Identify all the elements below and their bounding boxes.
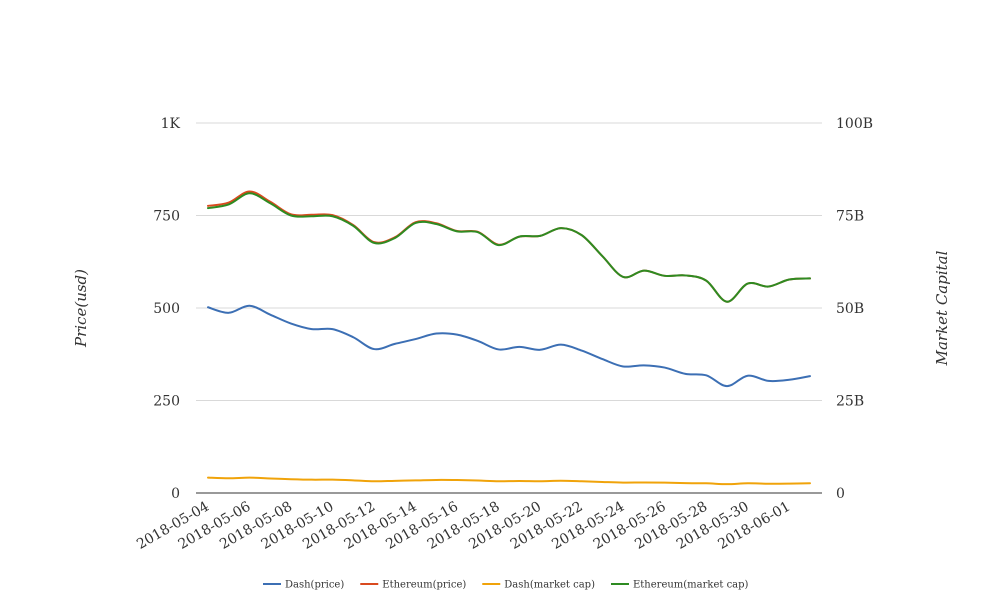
- legend-label: Dash(market cap): [504, 580, 595, 591]
- y-axis-left-title: Price(usd): [72, 269, 90, 348]
- gridlines: [196, 122, 822, 401]
- series-line-ethereum-market-cap: [207, 192, 811, 303]
- series-line-dash-price: [207, 304, 811, 388]
- series-line-dash-market-cap: [207, 476, 811, 486]
- legend-item-ethereum-price[interactable]: Ethereum(price): [360, 580, 466, 591]
- y-left-tick-label: 1K: [161, 116, 181, 132]
- x-axis-tick-labels: 2018-05-042018-05-062018-05-082018-05-10…: [134, 499, 793, 553]
- y-right-tick-label: 50B: [836, 301, 864, 317]
- series-line-ethereum-price: [207, 190, 811, 303]
- y-right-tick-label: 0: [836, 486, 845, 502]
- legend-label: Ethereum(price): [382, 580, 466, 591]
- y-left-tick-label: 750: [153, 209, 180, 225]
- legend-item-ethereum-market-cap[interactable]: Ethereum(market cap): [610, 580, 749, 591]
- legend-item-dash-market-cap[interactable]: Dash(market cap): [482, 580, 595, 591]
- y-axis-tick-labels: 0 250 500 750 1K 0 25B 50B 75B 100B: [153, 116, 873, 502]
- legend-label: Dash(price): [285, 580, 344, 591]
- y-axis-right-title: Market Capital: [933, 250, 951, 366]
- legend-label: Ethereum(market cap): [633, 580, 749, 591]
- y-left-tick-label: 250: [153, 394, 180, 410]
- legend: Dash(price) Ethereum(price) Dash(market ca…: [263, 580, 749, 591]
- series-lines: [207, 190, 811, 486]
- legend-item-dash-price[interactable]: Dash(price): [263, 580, 344, 591]
- y-left-tick-label: 0: [171, 486, 180, 502]
- y-right-tick-label: 100B: [836, 116, 873, 132]
- y-left-tick-label: 500: [153, 301, 180, 317]
- y-right-tick-label: 25B: [836, 394, 864, 410]
- y-right-tick-label: 75B: [836, 209, 864, 225]
